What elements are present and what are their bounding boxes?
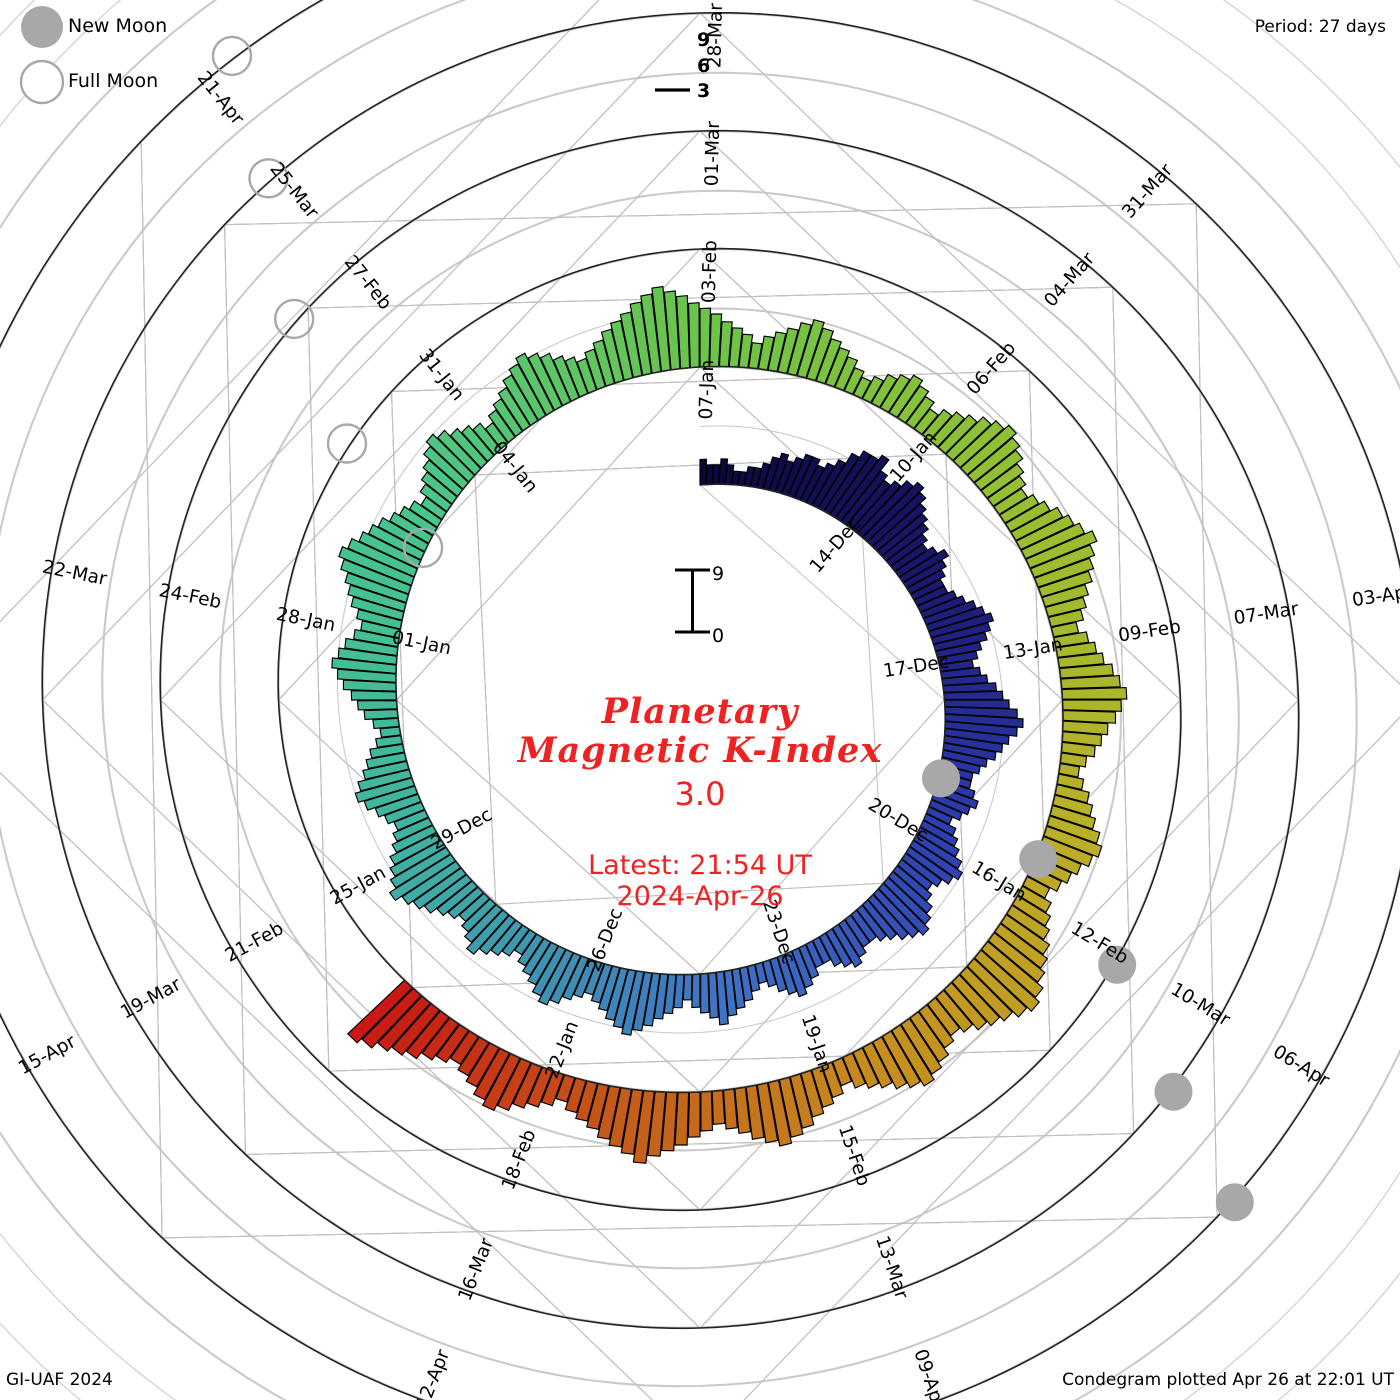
latest-time: Latest: 21:54 UT <box>588 850 812 881</box>
date-label: 10-Jan <box>886 428 941 487</box>
date-label: 25-Jan <box>327 862 390 909</box>
current-k-index-value: 3.0 <box>674 775 726 813</box>
date-label: 14-Dec <box>806 514 865 577</box>
date-label: 24-Feb <box>157 580 223 613</box>
date-label: 22-Jan <box>542 1018 583 1081</box>
date-label: 01-Jan <box>390 627 453 659</box>
date-label: 21-Apr <box>193 68 248 130</box>
radial-axis-tick-6: 6 <box>697 55 711 77</box>
date-label: 18-Feb <box>498 1127 541 1193</box>
date-label: 31-Mar <box>1118 160 1177 223</box>
date-label: 19-Mar <box>117 974 185 1024</box>
latest-reading: Latest: 21:54 UT 2024-Apr-26 <box>440 850 960 913</box>
legend-full-moon-label: Full Moon <box>68 70 159 92</box>
plotted-timestamp-label: Condegram plotted Apr 26 at 22:01 UT <box>1062 1370 1394 1390</box>
date-label: 17-Dec <box>882 651 950 682</box>
date-label: 28-Mar <box>704 2 727 68</box>
full-moon-marker <box>326 423 368 464</box>
date-label: 09-Feb <box>1117 616 1182 646</box>
full-moon-marker <box>274 298 315 340</box>
date-label: 26-Dec <box>584 905 628 974</box>
center-title-line2: Magnetic K-Index <box>517 730 883 772</box>
center-title-line1: Planetary <box>601 691 799 732</box>
scale-bar-high-label: 9 <box>712 563 725 585</box>
date-label: 09-Apr <box>909 1347 949 1400</box>
new-moon-marker <box>1215 1183 1254 1222</box>
date-label: 03-Apr <box>1351 581 1400 611</box>
new-moon-marker <box>1019 840 1058 879</box>
date-label: 06-Apr <box>1269 1041 1333 1091</box>
radial-axis-tick-3: 3 <box>697 80 711 102</box>
moon-markers <box>211 35 1254 1222</box>
date-label: 28-Jan <box>274 604 337 636</box>
date-label: 06-Feb <box>963 338 1020 399</box>
scale-bar-low-label: 0 <box>712 625 725 647</box>
date-label: 03-Feb <box>699 240 722 303</box>
new-moon-marker <box>1154 1072 1193 1111</box>
new-moon-marker <box>922 759 960 798</box>
date-label: 07-Jan <box>696 359 718 419</box>
new-moon-legend-icon <box>21 6 63 48</box>
date-label: 15-Apr <box>15 1031 80 1079</box>
page-title: Planetary Magnetic K-Index <box>440 691 960 772</box>
k-index-bars <box>331 285 1128 1164</box>
date-label: 13-Jan <box>1002 634 1064 664</box>
full-moon-marker <box>248 158 289 199</box>
date-label: 01-Mar <box>702 120 725 186</box>
full-moon-marker <box>211 35 253 77</box>
full-moon-marker <box>402 527 444 568</box>
legend-new-moon-label: New Moon <box>68 15 168 37</box>
date-label: 21-Feb <box>222 918 287 967</box>
date-label: 15-Feb <box>834 1122 874 1188</box>
new-moon-marker <box>1098 945 1137 984</box>
period-label: Period: 27 days <box>1254 17 1386 37</box>
radial-axis-tick-9: 9 <box>697 29 711 51</box>
date-label: 10-Mar <box>1167 979 1234 1031</box>
date-label: 12-Apr <box>412 1347 454 1400</box>
date-label: 27-Feb <box>340 252 396 314</box>
date-label: 25-Mar <box>265 159 322 223</box>
date-label: 04-Mar <box>1040 248 1099 311</box>
date-label: 13-Mar <box>871 1233 912 1302</box>
date-label: 16-Mar <box>455 1235 498 1304</box>
legend <box>19 6 65 105</box>
date-label: 31-Jan <box>414 345 468 405</box>
scale-bar <box>675 568 710 634</box>
latest-date: 2024-Apr-26 <box>616 881 784 913</box>
full-moon-legend-icon <box>19 59 65 105</box>
credit-label: GI-UAF 2024 <box>6 1370 113 1390</box>
date-label: 19-Jan <box>797 1012 836 1075</box>
